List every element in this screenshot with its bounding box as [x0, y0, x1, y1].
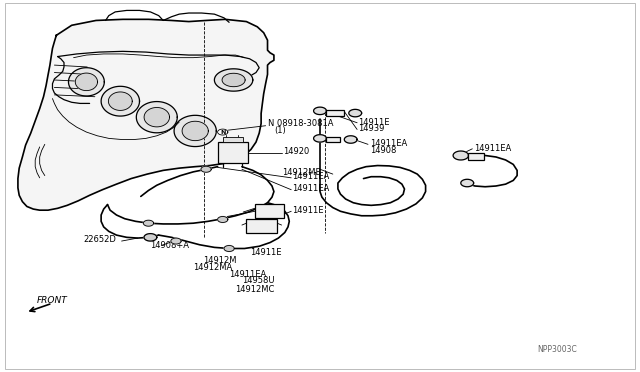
- Text: 14911EA: 14911EA: [292, 185, 330, 193]
- Text: 14912MB: 14912MB: [282, 169, 321, 177]
- Text: (1): (1): [274, 126, 285, 135]
- Polygon shape: [144, 234, 157, 241]
- Bar: [255, 204, 284, 218]
- Text: 14912MC: 14912MC: [236, 285, 275, 294]
- Text: 14908+A: 14908+A: [150, 241, 189, 250]
- Bar: [246, 219, 277, 232]
- Text: FRONT: FRONT: [37, 296, 68, 305]
- Text: 14911EA: 14911EA: [474, 144, 511, 153]
- Bar: [326, 110, 344, 116]
- Bar: [326, 137, 340, 142]
- Polygon shape: [68, 68, 104, 96]
- Polygon shape: [314, 107, 326, 115]
- Text: 22652D: 22652D: [83, 235, 116, 244]
- Polygon shape: [344, 136, 357, 143]
- Text: 14912MA: 14912MA: [193, 263, 232, 272]
- Polygon shape: [214, 69, 253, 91]
- Polygon shape: [76, 73, 97, 91]
- Text: 14908: 14908: [370, 146, 396, 155]
- Polygon shape: [143, 220, 154, 226]
- Text: 14911EA: 14911EA: [292, 172, 330, 181]
- Text: 14911E: 14911E: [250, 248, 281, 257]
- Polygon shape: [453, 151, 468, 160]
- Bar: [223, 137, 243, 142]
- Text: 14939: 14939: [358, 124, 385, 133]
- Polygon shape: [18, 19, 274, 210]
- Polygon shape: [174, 115, 216, 147]
- Polygon shape: [136, 102, 177, 133]
- Polygon shape: [182, 121, 208, 141]
- Text: 14911EA: 14911EA: [370, 139, 407, 148]
- Polygon shape: [108, 92, 132, 110]
- Polygon shape: [222, 73, 245, 87]
- Text: 14911E: 14911E: [292, 206, 324, 215]
- Bar: [218, 142, 248, 163]
- Polygon shape: [201, 166, 211, 172]
- Text: 14920: 14920: [283, 147, 309, 156]
- Polygon shape: [349, 109, 362, 117]
- Polygon shape: [218, 129, 228, 135]
- Text: 14911E: 14911E: [358, 118, 390, 126]
- Text: 14911EA: 14911EA: [229, 270, 266, 279]
- Text: N: N: [220, 129, 225, 135]
- Polygon shape: [144, 108, 170, 127]
- Text: 14958U: 14958U: [242, 276, 275, 285]
- Polygon shape: [461, 179, 474, 187]
- Polygon shape: [171, 238, 181, 244]
- Text: NPP3003C: NPP3003C: [538, 345, 577, 354]
- Polygon shape: [314, 135, 326, 142]
- Text: 14912M: 14912M: [204, 256, 237, 265]
- Polygon shape: [218, 217, 228, 222]
- Bar: [468, 153, 484, 160]
- Polygon shape: [101, 86, 140, 116]
- Polygon shape: [224, 246, 234, 251]
- Text: N 08918-3081A: N 08918-3081A: [268, 119, 333, 128]
